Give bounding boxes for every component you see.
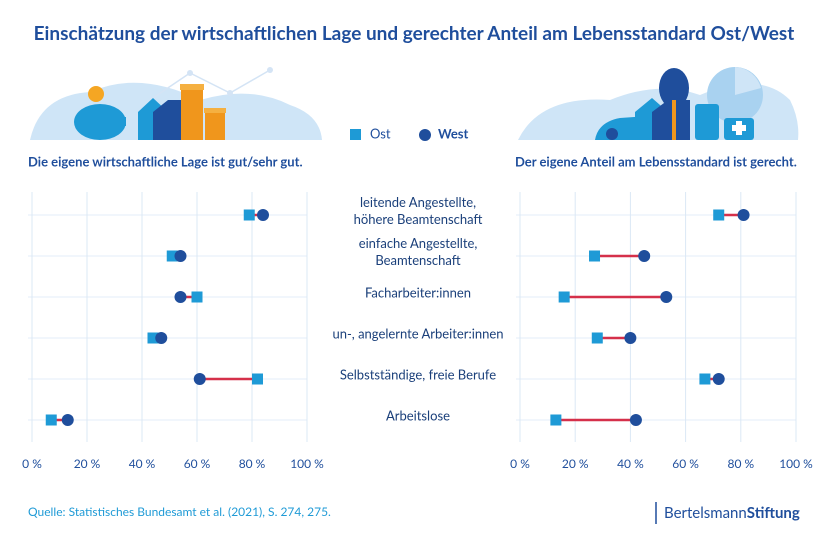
category-label: einfache Angestellte, Beamtenschaft bbox=[358, 235, 478, 268]
x-tick-label: 20 % bbox=[562, 456, 589, 471]
category-label: leitende Angestellte, höhere Beamtenscha… bbox=[353, 194, 483, 227]
ost-marker bbox=[550, 414, 562, 426]
category-label: Selbstständige, freie Berufe bbox=[339, 366, 497, 383]
west-marker bbox=[174, 291, 187, 303]
source: Quelle: Statistisches Bundesamt et al. (… bbox=[28, 504, 331, 519]
brand-second: Stiftung bbox=[747, 504, 800, 522]
west-marker bbox=[660, 291, 673, 303]
west-marker bbox=[737, 209, 750, 221]
x-tick-label: 80 % bbox=[239, 456, 266, 471]
x-tick-label: 40 % bbox=[617, 456, 644, 471]
ost-marker bbox=[252, 373, 263, 385]
ost-marker bbox=[591, 332, 603, 344]
west-marker bbox=[61, 414, 74, 426]
x-tick-label: 40 % bbox=[129, 456, 156, 471]
ost-marker bbox=[713, 209, 725, 221]
west-marker bbox=[257, 209, 269, 221]
x-tick-label: 0 % bbox=[22, 456, 42, 471]
west-marker bbox=[638, 250, 651, 262]
x-tick-label: 60 % bbox=[184, 456, 211, 471]
brand: BertelsmannStiftung bbox=[664, 504, 800, 522]
ost-marker bbox=[589, 250, 601, 262]
west-marker bbox=[712, 373, 725, 385]
legend-label: Ost bbox=[370, 125, 391, 141]
ost-marker bbox=[191, 291, 203, 303]
ost-marker bbox=[147, 332, 159, 344]
x-tick-label: 0 % bbox=[510, 456, 530, 471]
panel-subtitle: Die eigene wirtschaftliche Lage ist gut/… bbox=[28, 153, 303, 169]
ost-marker bbox=[166, 250, 178, 262]
west-marker bbox=[193, 373, 206, 385]
brand-first: Bertelsmann bbox=[664, 504, 747, 522]
x-tick-label: 20 % bbox=[74, 456, 101, 471]
legend-label: West bbox=[438, 125, 469, 141]
legend-marker bbox=[350, 129, 361, 140]
illustration-right bbox=[518, 67, 799, 140]
panel-subtitle: Der eigene Anteil am Lebensstandard ist … bbox=[515, 153, 797, 169]
category-label: Arbeitslose bbox=[386, 407, 450, 424]
ost-marker bbox=[45, 414, 57, 426]
chart-title: Einschätzung der wirtschaftlichen Lage u… bbox=[34, 22, 795, 45]
illustration-left bbox=[30, 67, 322, 140]
ost-marker bbox=[558, 291, 570, 303]
west-marker bbox=[155, 332, 168, 344]
x-tick-label: 100 % bbox=[779, 456, 813, 471]
x-tick-label: 100 % bbox=[290, 456, 324, 471]
category-label: Facharbeiter:innen bbox=[364, 284, 472, 301]
west-marker bbox=[174, 250, 187, 262]
x-tick-label: 80 % bbox=[727, 456, 754, 471]
west-marker bbox=[624, 332, 637, 344]
category-label: un-, angelernte Arbeiter:innen bbox=[332, 325, 504, 342]
ost-marker bbox=[243, 209, 255, 221]
west-marker bbox=[629, 414, 642, 426]
ost-marker bbox=[699, 373, 711, 385]
x-tick-label: 60 % bbox=[672, 456, 699, 471]
legend-marker bbox=[419, 129, 431, 141]
